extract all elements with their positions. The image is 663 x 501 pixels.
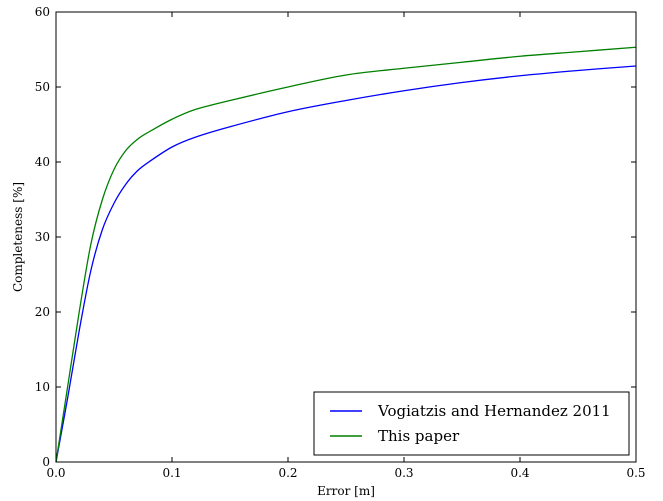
x-axis-label: Error [m] [317, 484, 375, 498]
y-tick-label: 0 [42, 455, 50, 469]
y-tick-label: 60 [35, 5, 50, 19]
legend-box [313, 391, 630, 456]
tick-layer: 0.0 0.1 0.2 0.3 0.4 0.5 0 10 20 30 40 50 60 [35, 5, 646, 480]
plot-area [56, 12, 636, 462]
x-tick-label: 0.5 [626, 466, 645, 480]
x-tick-label: 0.1 [162, 466, 181, 480]
series-layer [55, 46, 637, 463]
legend: Vogiatzis and Hernandez 2011 This paper [313, 391, 630, 456]
x-tick-label: 0.2 [278, 466, 297, 480]
plot-frame [55, 11, 637, 463]
y-tick-label: 30 [35, 230, 50, 244]
x-tick-label: 0.0 [46, 466, 65, 480]
series-line-this-paper [55, 46, 637, 463]
y-tick-label: 20 [35, 305, 50, 319]
legend-label-this-paper: This paper [378, 427, 460, 445]
y-tick-label: 10 [35, 380, 50, 394]
y-tick-label: 40 [35, 155, 50, 169]
legend-label-vogiatzis: Vogiatzis and Hernandez 2011 [377, 402, 611, 420]
y-tick-label: 50 [35, 80, 50, 94]
x-tick-label: 0.3 [394, 466, 413, 480]
x-tick-label: 0.4 [510, 466, 529, 480]
series-line-vogiatzis [55, 65, 637, 463]
y-axis-label: Completeness [%] [11, 182, 25, 292]
